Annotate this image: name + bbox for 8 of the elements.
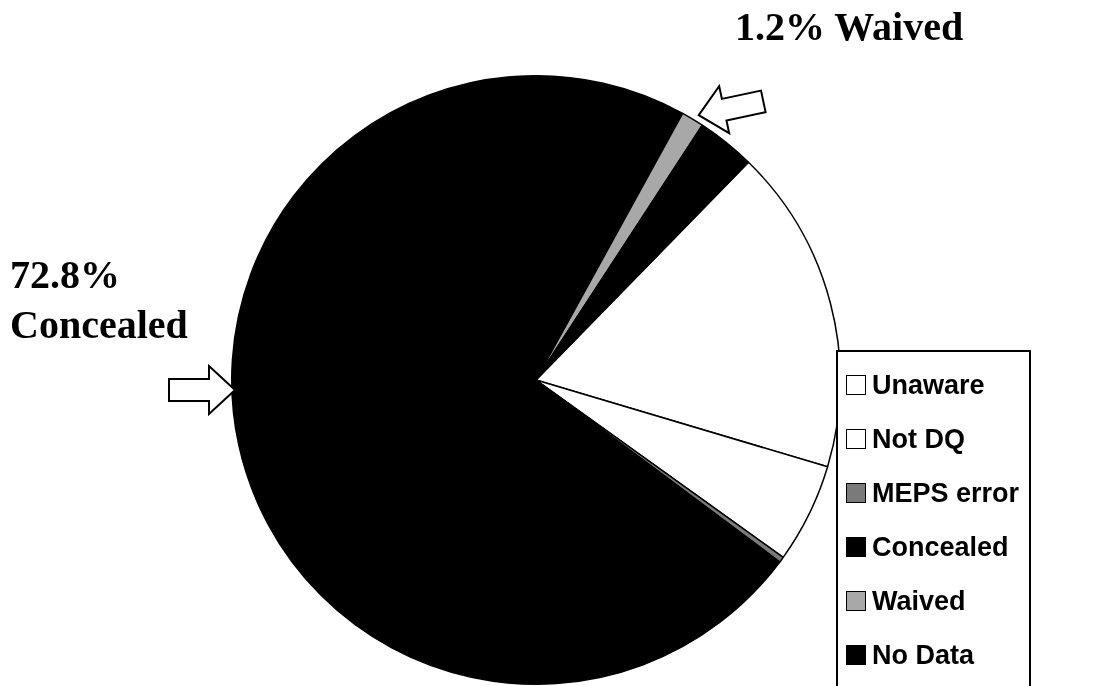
text: 72.8% Concealed	[10, 251, 189, 349]
legend-label: Not DQ	[872, 423, 965, 455]
legend-label: Waived	[872, 585, 966, 617]
legend-label: Unaware	[872, 369, 985, 401]
legend-label: No Data	[872, 639, 975, 671]
text: 1.2% Waived	[735, 3, 965, 51]
legend-label: MEPS error	[872, 477, 1020, 509]
legend-label: Concealed	[872, 531, 1009, 563]
